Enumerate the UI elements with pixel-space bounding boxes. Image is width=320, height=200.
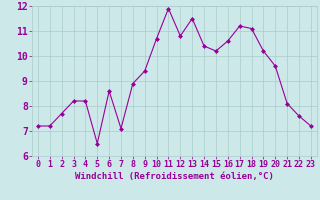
X-axis label: Windchill (Refroidissement éolien,°C): Windchill (Refroidissement éolien,°C) — [75, 172, 274, 181]
